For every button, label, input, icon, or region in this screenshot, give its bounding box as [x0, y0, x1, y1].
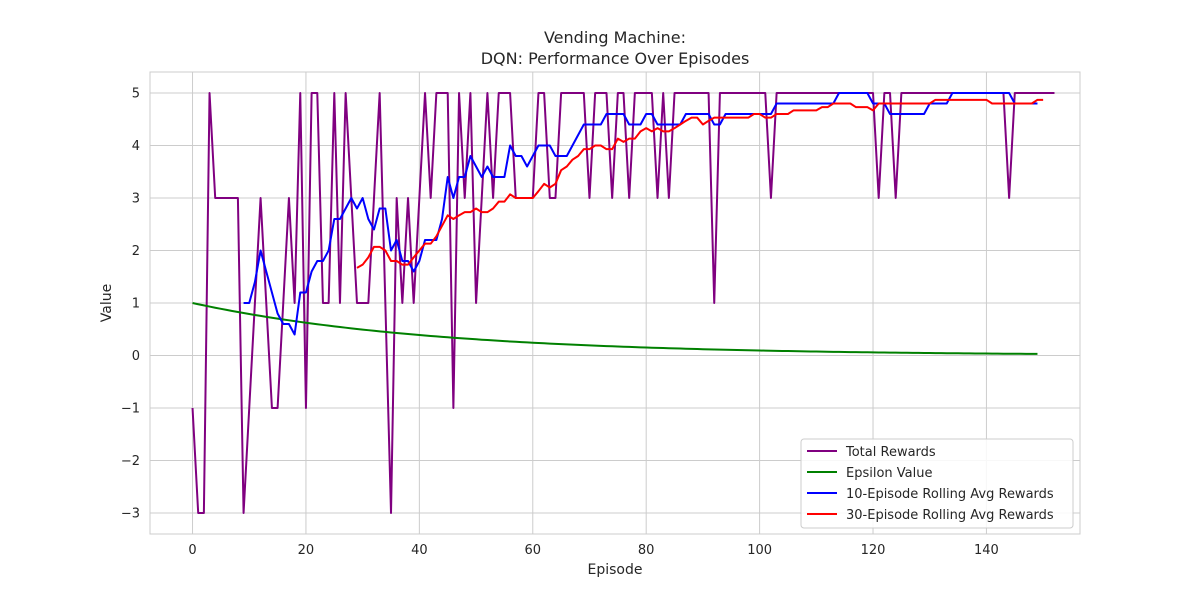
x-tick-label: 20	[298, 543, 315, 558]
x-tick-label: 60	[525, 543, 542, 558]
x-tick-label: 100	[747, 543, 772, 558]
x-tick-label: 0	[188, 543, 196, 558]
legend-box	[800, 438, 1074, 529]
legend-label-total-rewards: Total Rewards	[845, 445, 936, 460]
y-tick-label: 1	[132, 297, 140, 312]
y-tick-label: 4	[132, 139, 140, 154]
y-tick-label: 5	[132, 87, 140, 102]
chart-title-line-2: DQN: Performance Over Episodes	[481, 49, 750, 68]
legend-label-epsilon: Epsilon Value	[846, 466, 933, 481]
legend-label-rolling-10: 10-Episode Rolling Avg Rewards	[846, 487, 1054, 502]
x-tick-labels: 0 20 40 60 80 100 120 140	[188, 543, 998, 558]
y-tick-label: 2	[132, 244, 140, 259]
epsilon-line	[192, 302, 1038, 355]
chart-title-line-1: Vending Machine:	[544, 28, 686, 47]
y-tick-label: 0	[132, 349, 140, 364]
x-tick-label: 40	[411, 543, 428, 558]
rolling-avg-30-line	[356, 98, 1044, 269]
x-tick-label: 80	[638, 543, 655, 558]
rolling-avg-10-line	[243, 92, 1038, 336]
x-tick-label: 120	[861, 543, 886, 558]
y-tick-label: −2	[121, 454, 140, 469]
y-tick-labels: −3 −2 −1 0 1 2 3 4 5	[121, 87, 140, 522]
y-tick-label: 3	[132, 192, 140, 207]
total-rewards-line	[191, 92, 1055, 514]
y-tick-label: −3	[121, 507, 140, 522]
series-layer	[191, 92, 1055, 514]
y-axis-label: Value	[99, 284, 115, 322]
x-tick-label: 140	[974, 543, 999, 558]
x-axis-label: Episode	[588, 562, 643, 578]
y-tick-label: −1	[121, 402, 140, 417]
legend: Total Rewards Epsilon Value 10-Episode R…	[800, 438, 1074, 529]
legend-label-rolling-30: 30-Episode Rolling Avg Rewards	[846, 508, 1054, 523]
